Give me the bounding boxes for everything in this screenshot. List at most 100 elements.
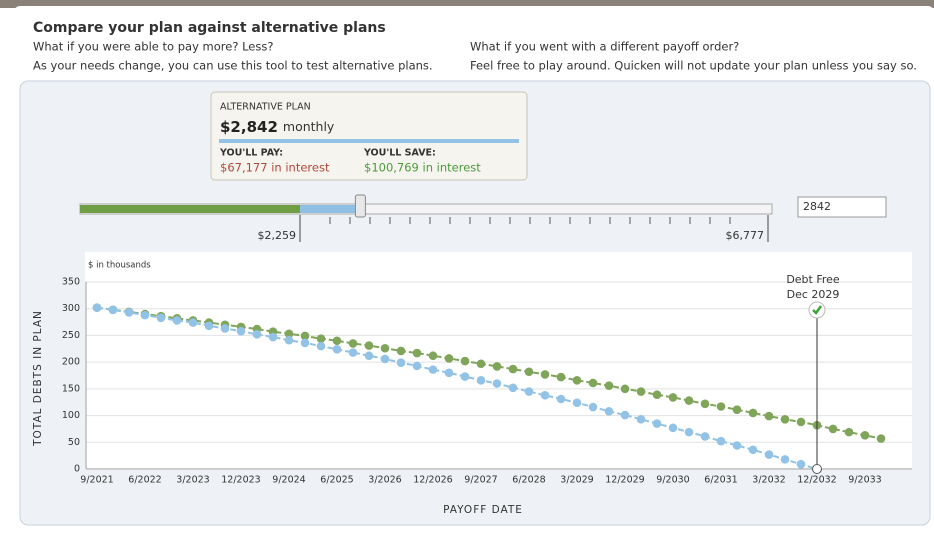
data-point xyxy=(141,311,150,320)
x-tick-label: 9/2024 xyxy=(272,475,305,486)
callout-heading: ALTERNATIVE PLAN xyxy=(220,102,311,113)
data-point xyxy=(781,455,790,464)
data-point xyxy=(589,379,598,388)
data-point xyxy=(621,385,630,394)
data-point xyxy=(605,407,614,416)
x-tick-label: 3/2032 xyxy=(752,475,785,486)
data-point xyxy=(605,381,614,390)
data-point xyxy=(525,387,534,396)
data-point xyxy=(589,403,598,412)
data-point xyxy=(477,359,486,368)
data-point xyxy=(477,376,486,385)
y-tick-label: 200 xyxy=(62,357,80,368)
data-point xyxy=(413,349,422,358)
data-point xyxy=(221,324,230,333)
data-point xyxy=(877,434,886,443)
data-point xyxy=(189,318,198,327)
x-tick-label: 9/2033 xyxy=(848,475,881,486)
x-tick-label: 6/2022 xyxy=(128,475,161,486)
x-tick-label: 6/2031 xyxy=(704,475,737,486)
slider-min-label: $2,259 xyxy=(258,229,297,242)
x-tick-label: 3/2023 xyxy=(176,475,209,486)
x-tick-label: 6/2025 xyxy=(320,475,353,486)
data-point xyxy=(493,379,502,388)
data-point xyxy=(333,336,342,345)
data-point xyxy=(557,373,566,382)
data-point xyxy=(541,391,550,400)
data-point xyxy=(653,419,662,428)
data-point xyxy=(317,334,326,343)
data-point xyxy=(285,336,294,345)
data-point xyxy=(349,339,358,348)
input-value[interactable]: 2842 xyxy=(803,200,831,213)
data-point xyxy=(733,405,742,414)
data-point xyxy=(349,348,358,357)
data-point xyxy=(381,344,390,353)
data-point xyxy=(717,402,726,411)
left-line: As your needs change, you can use this t… xyxy=(33,59,433,73)
data-point xyxy=(333,345,342,354)
data-point xyxy=(637,415,646,424)
data-point xyxy=(253,330,262,339)
data-point xyxy=(653,390,662,399)
pay-label: YOU'LL PAY: xyxy=(219,148,283,159)
y-axis-label: TOTAL DEBTS IN PLAN xyxy=(32,310,44,447)
x-tick-label: 3/2029 xyxy=(560,475,593,486)
save-label: YOU'LL SAVE: xyxy=(363,148,436,159)
data-point xyxy=(717,437,726,446)
data-point xyxy=(109,305,118,314)
data-point xyxy=(365,351,374,360)
pay-text: $67,177 in interest xyxy=(220,161,330,175)
data-point xyxy=(317,342,326,351)
data-point xyxy=(461,372,470,381)
data-point xyxy=(749,409,758,418)
slider-max-label: $6,777 xyxy=(726,229,765,242)
data-point xyxy=(621,411,630,420)
data-point xyxy=(269,333,278,342)
x-tick-label: 12/2032 xyxy=(797,475,836,486)
data-point xyxy=(445,369,454,378)
data-point xyxy=(397,358,406,367)
data-point xyxy=(93,303,102,312)
data-point xyxy=(429,351,438,360)
data-point xyxy=(493,362,502,371)
data-point xyxy=(845,428,854,437)
data-point xyxy=(429,365,438,374)
data-point xyxy=(445,354,454,363)
data-point xyxy=(701,432,710,441)
data-point xyxy=(685,428,694,437)
x-tick-label: 12/2023 xyxy=(221,475,260,486)
data-point xyxy=(557,395,566,404)
data-point xyxy=(525,367,534,376)
page: {"header": {"title": "Compare your plan … xyxy=(0,0,934,531)
data-point xyxy=(861,431,870,440)
data-point xyxy=(733,441,742,450)
data-point xyxy=(205,322,214,331)
data-point xyxy=(797,418,806,427)
data-point xyxy=(509,365,518,374)
data-point xyxy=(573,398,582,407)
data-point xyxy=(173,316,182,325)
data-point xyxy=(765,450,774,459)
data-point xyxy=(749,445,758,454)
screen: Compare your plan against alternative pl… xyxy=(0,0,934,531)
y-tick-label: 50 xyxy=(68,437,80,448)
x-tick-label: 6/2028 xyxy=(512,475,545,486)
data-point xyxy=(797,460,806,469)
x-tick-label: 3/2026 xyxy=(368,475,401,486)
slider-thumb[interactable] xyxy=(355,195,365,217)
data-point xyxy=(381,355,390,364)
data-point xyxy=(685,396,694,405)
y-tick-label: 350 xyxy=(62,277,80,288)
y-tick-label: 0 xyxy=(74,464,80,475)
data-point xyxy=(669,393,678,402)
period: monthly xyxy=(283,119,335,134)
data-point xyxy=(541,370,550,379)
callout-amount: $2,842 monthly xyxy=(220,118,335,136)
x-axis-label: PAYOFF DATE xyxy=(443,504,523,516)
amount: $2,842 xyxy=(220,118,278,136)
x-tick-label: 9/2030 xyxy=(656,475,689,486)
data-point xyxy=(781,415,790,424)
data-point xyxy=(157,313,166,322)
data-point xyxy=(397,347,406,356)
